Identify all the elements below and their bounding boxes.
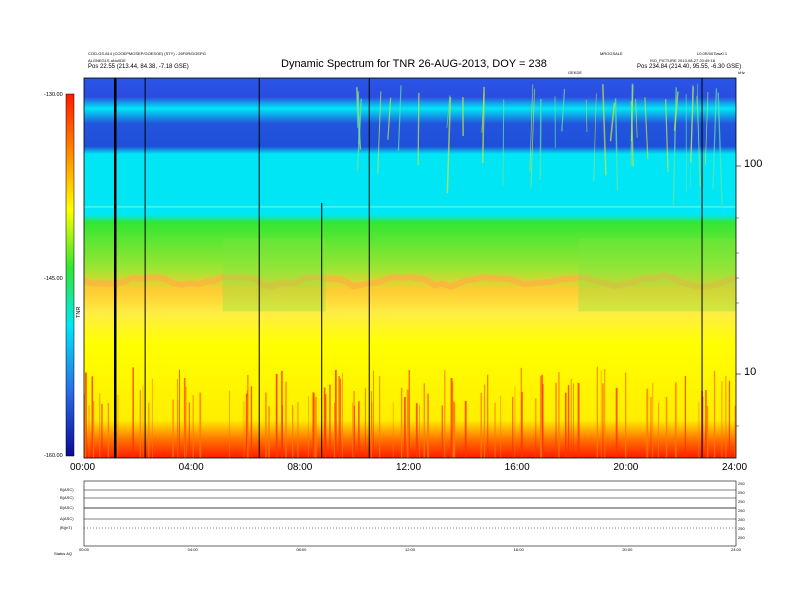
orange-ridge (84, 272, 736, 290)
upper-burst (446, 96, 452, 194)
colorbar-label: TNR (76, 306, 82, 318)
x-tick-label: 12:00 (396, 462, 422, 473)
panel-right-tick: 250 (738, 508, 745, 513)
upper-burst (609, 102, 616, 142)
y-axis-minor-ticks (736, 165, 741, 427)
upper-burst (530, 88, 535, 188)
upper-burst (664, 99, 669, 172)
upper-burst (397, 85, 402, 152)
panel-label: B(ASC) (60, 505, 74, 510)
colorbar-tick-bottom: -160.00 (44, 453, 63, 459)
panel-right-tick: 250 (738, 526, 745, 531)
panel-label: B(ASC) (60, 487, 74, 492)
panel-right-tick: 250 (738, 499, 745, 504)
upper-burst (593, 93, 597, 182)
header-sub-label: GEKDE (568, 70, 583, 75)
upper-burst (704, 91, 709, 165)
header-right-line1: L0.0R/00Tiaw0.1 (697, 51, 728, 56)
upper-burst (356, 98, 363, 172)
khz-label: kHz (738, 70, 745, 75)
status-label: Status AQ (54, 551, 73, 556)
upper-burst (446, 95, 451, 128)
upper-burst (387, 97, 392, 140)
header-left-line1: COD-GS-814 (COOEPMOSEP/GOESOE) (STY) - 2… (88, 51, 206, 56)
upper-burst (614, 98, 619, 191)
panel-label: Δ(ASC) (60, 516, 74, 521)
upper-burst (644, 97, 649, 160)
header-right-line3: Pos 234.84 (214.40, 95.55, -6.30 GSE) (637, 64, 742, 70)
panel-right-tick: 250 (738, 490, 745, 495)
panel-time-tick: 24:00 (731, 547, 742, 552)
x-tick-label: 16:00 (504, 462, 530, 473)
upper-burst (377, 91, 382, 174)
upper-burst (585, 99, 588, 133)
header-left-line3: Pos 22.55 (213.44, 84.38, -7.18 GSE) (88, 64, 189, 70)
x-tick-label: 24:00 (722, 462, 748, 473)
y-tick-100: 100 (744, 158, 763, 170)
upper-burst (561, 88, 566, 132)
upper-burst (717, 92, 723, 205)
bottom-panels (83, 480, 737, 547)
upper-burst (529, 84, 534, 172)
green-patch-0 (222, 238, 326, 312)
panel-time-tick: 08:00 (296, 547, 307, 552)
upper-burst (481, 86, 485, 164)
spectrogram-plot (83, 77, 737, 459)
panel-right-tick: 250 (738, 535, 745, 540)
upper-burst (672, 87, 677, 205)
x-tick-label: 04:00 (178, 462, 204, 473)
panel-time-tick: 16:00 (513, 547, 524, 552)
x-tick-label: 00:00 (70, 462, 96, 473)
header-right-line2: ISO_PICTURE 2013-08-27 20:49:18 (650, 58, 715, 63)
colorbar (65, 93, 75, 457)
upper-burst (673, 91, 679, 131)
colorbar-tick-top: -130.00 (44, 92, 63, 98)
panel-time-tick: 00:00 (79, 547, 90, 552)
upper-burst (630, 84, 634, 142)
upper-burst (712, 88, 718, 190)
upper-burst (602, 84, 607, 176)
upper-burst (690, 86, 695, 163)
spectrum-features (84, 78, 736, 458)
chart-title: Dynamic Spectrum for TNR 26-AUG-2013, DO… (281, 58, 547, 70)
upper-burst (417, 92, 420, 166)
panel-time-tick: 20:00 (622, 547, 633, 552)
panel-label: B(ASC) (60, 495, 74, 500)
upper-burst (697, 83, 701, 202)
header-center-small: MROGSALE (600, 51, 623, 56)
panel-right-tick: 250 (738, 481, 745, 486)
green-patch-1 (578, 238, 736, 312)
panel-time-tick: 04:00 (187, 547, 198, 552)
y-tick-10: 10 (744, 366, 757, 378)
upper-burst (502, 99, 505, 186)
panel-right-tick: 250 (738, 517, 745, 522)
colorbar-tick-mid: -145.00 (44, 276, 63, 282)
spectrum-background (84, 78, 736, 458)
header-left-line2: ALGNEGLS aNo0DE (88, 58, 126, 63)
upper-burst (635, 98, 638, 138)
panel-label: |B|(nT) (60, 525, 73, 530)
x-tick-label: 20:00 (613, 462, 639, 473)
x-tick-label: 08:00 (287, 462, 313, 473)
upper-burst (539, 98, 542, 180)
panel-time-tick: 12:00 (405, 547, 416, 552)
